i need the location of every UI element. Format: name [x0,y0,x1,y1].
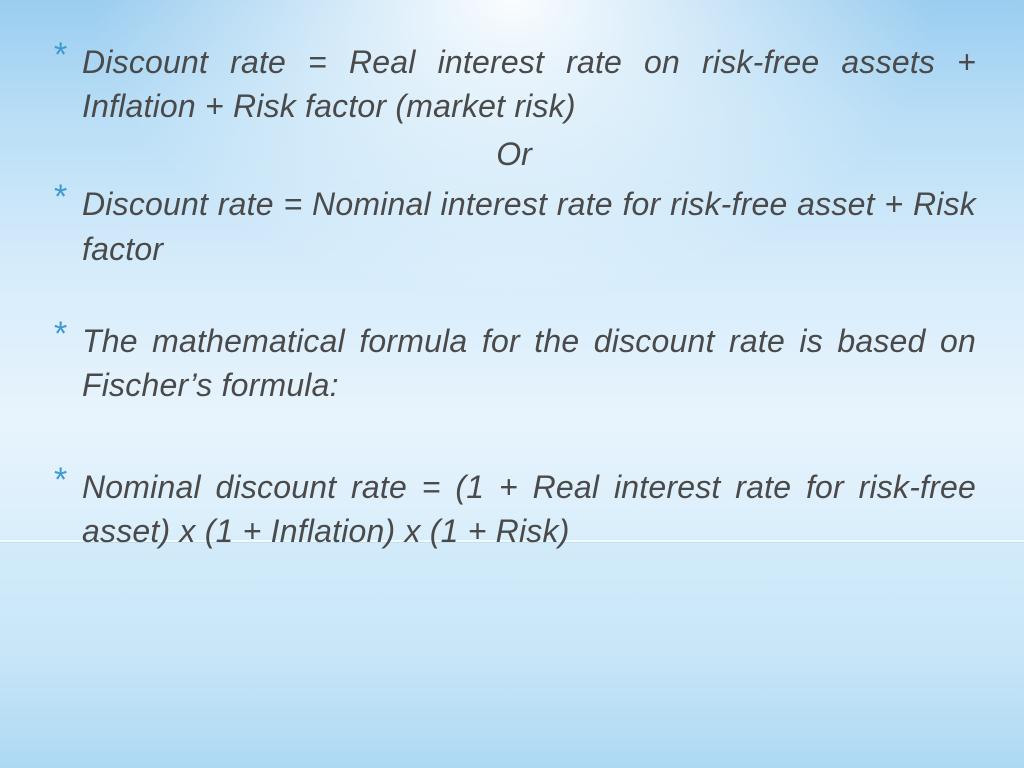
bullet-item-3: The mathematical formula for the discoun… [52,319,976,407]
bullet-text: Discount rate = Nominal interest rate fo… [82,186,976,266]
blank-line [52,411,976,465]
bullet-text: Discount rate = Real interest rate on ri… [82,44,976,124]
blank-line [52,275,976,319]
bullet-text: Nominal discount rate = (1 + Real intere… [82,469,976,549]
bullet-item-4: Nominal discount rate = (1 + Real intere… [52,465,976,553]
bullet-text: The mathematical formula for the discoun… [82,323,976,403]
bullet-item-1: Discount rate = Real interest rate on ri… [52,40,976,128]
bullet-item-2: Discount rate = Nominal interest rate fo… [52,182,976,270]
slide-content: Discount rate = Real interest rate on ri… [52,40,976,557]
or-separator: Or [52,132,976,176]
